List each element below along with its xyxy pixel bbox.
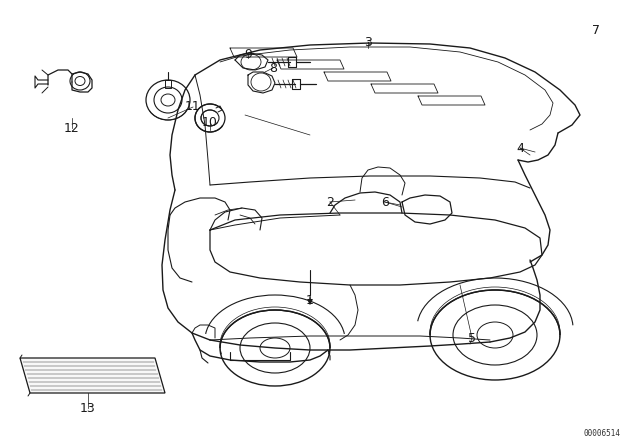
Text: 11: 11 [185,100,201,113]
Text: 6: 6 [381,195,389,208]
Text: 4: 4 [516,142,524,155]
Text: 12: 12 [64,121,80,134]
Text: 00006514: 00006514 [583,429,620,438]
Text: 13: 13 [80,401,96,414]
Text: 10: 10 [202,116,218,129]
Text: 2: 2 [326,195,334,208]
Text: 7: 7 [592,23,600,36]
Text: 8: 8 [269,61,277,74]
Polygon shape [20,358,165,393]
Text: 1: 1 [306,293,314,306]
Text: 5: 5 [468,332,476,345]
Text: 9: 9 [244,48,252,61]
Text: 3: 3 [364,35,372,48]
